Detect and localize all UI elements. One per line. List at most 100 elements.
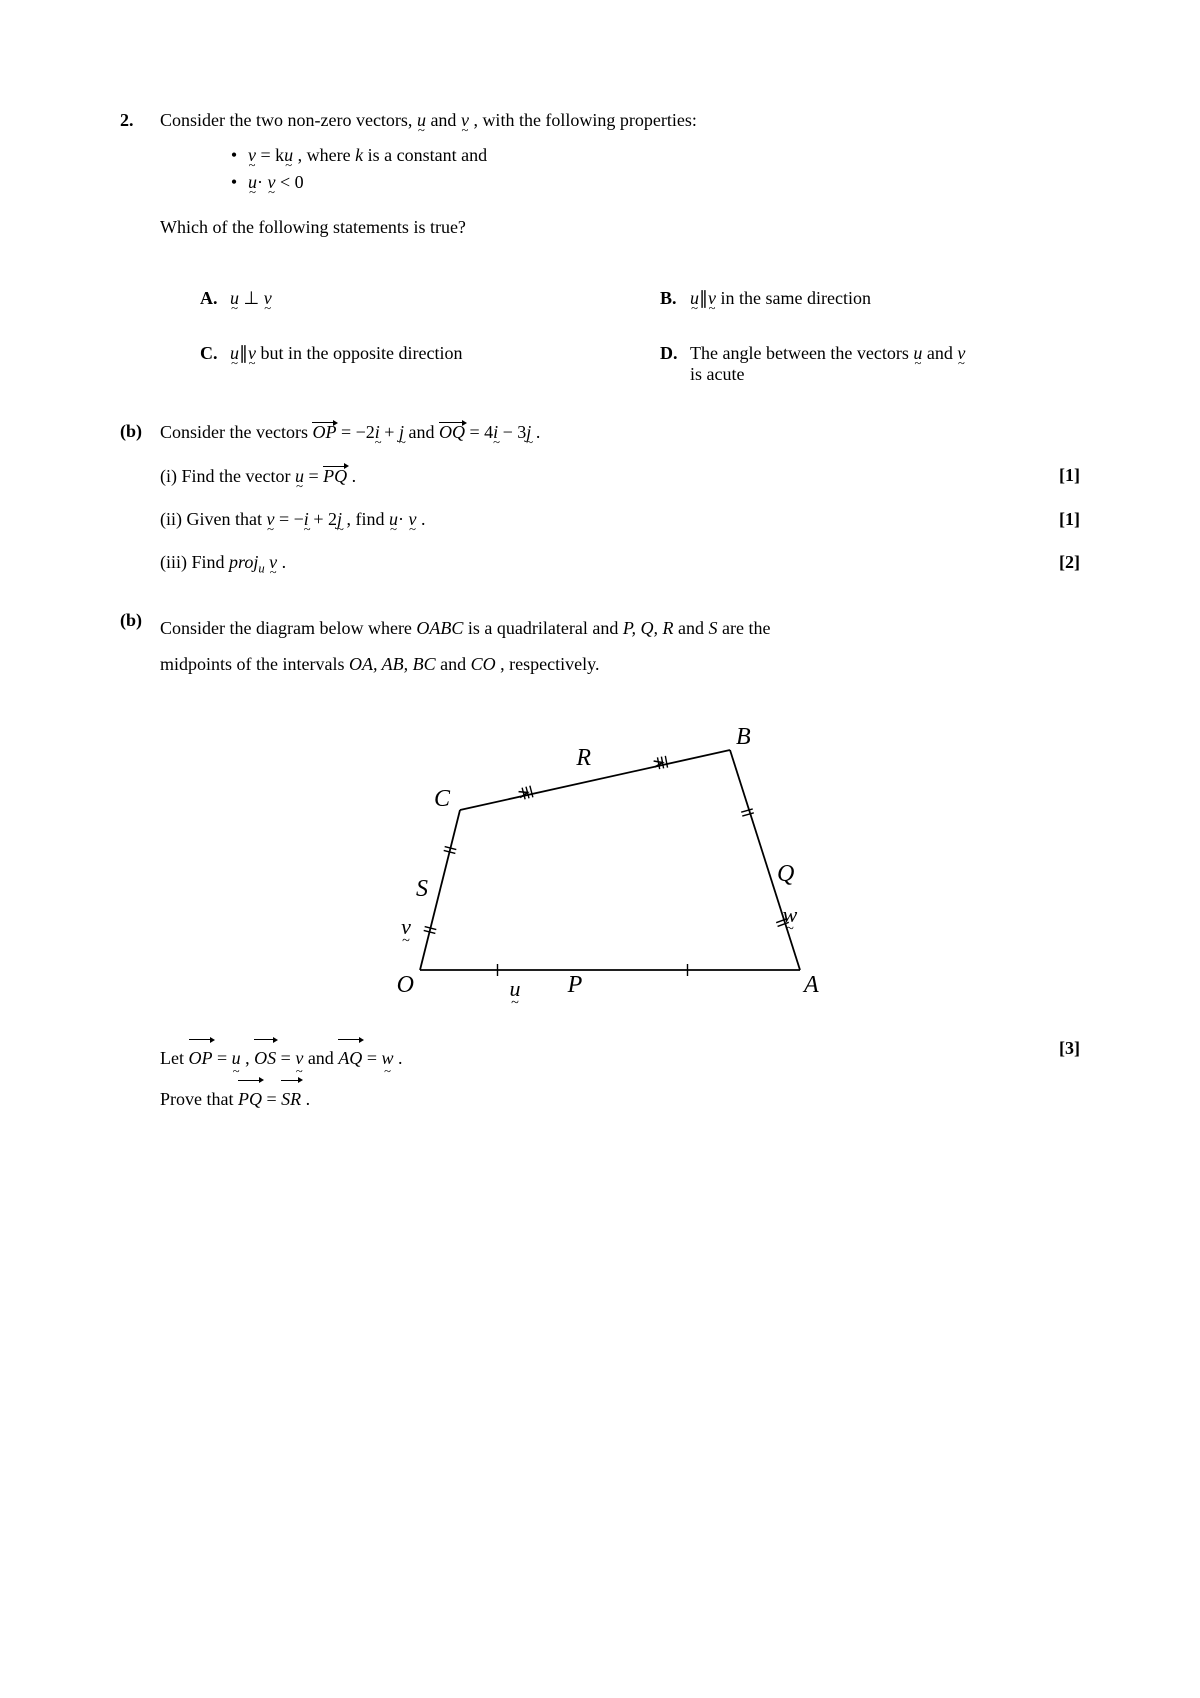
part-body: Consider the vectors OP = −2i + j and OQ… [160, 421, 1080, 576]
stem-text-c: , with the following properties: [473, 110, 696, 130]
text: and [922, 343, 957, 363]
text: is a constant and [368, 145, 487, 165]
text: . [536, 422, 541, 442]
text: = [281, 1048, 296, 1068]
vec-oq: OQ [439, 421, 465, 443]
sub-body: (i) Find the vector u = PQ . [160, 465, 1040, 487]
prompt: Which of the following statements is tru… [160, 217, 1080, 238]
vector-v: v [264, 288, 272, 309]
text: and [408, 422, 439, 442]
text: Given that [187, 509, 267, 529]
text: . [306, 1089, 311, 1109]
text: , respectively. [500, 654, 599, 674]
text: Consider the vectors [160, 422, 312, 442]
bullet-1-text: v = ku , where k is a constant and [248, 145, 487, 166]
vector-u: u [913, 343, 922, 364]
bullet-1: • v = ku , where k is a constant and [220, 145, 1080, 166]
option-text: u ⊥ v [230, 288, 620, 309]
svg-text:~: ~ [511, 995, 519, 1010]
var-k: k [355, 145, 363, 165]
text: = [367, 1048, 382, 1068]
text: = [308, 466, 323, 486]
part-b-vectors: (b) Consider the vectors OP = −2i + j an… [120, 421, 1080, 576]
text: . [398, 1048, 403, 1068]
svg-text:Q: Q [777, 861, 794, 887]
oabc: OABC [416, 618, 463, 638]
option-label: A. [200, 288, 230, 309]
vector-u: u [232, 1039, 241, 1079]
text: = k [261, 145, 285, 165]
text: midpoints of the intervals [160, 654, 349, 674]
marks: [2] [1040, 552, 1080, 573]
bullet-dot: • [220, 172, 248, 193]
option-d: D. The angle between the vectors u and v… [660, 343, 1080, 385]
unit-i: i [375, 422, 380, 443]
bullet-2-text: u· v < 0 [248, 172, 304, 193]
diagram-wrap: OPAQBRCSu~v~w~ [160, 700, 1080, 1010]
option-b: B. u∥v in the same direction [660, 288, 1080, 309]
question-number: 2. [120, 110, 160, 385]
option-label: C. [200, 343, 230, 385]
s: S [709, 618, 718, 638]
text: = − [279, 509, 304, 529]
text: Consider the diagram below where [160, 618, 416, 638]
text: . [421, 509, 426, 529]
vector-w: w [381, 1039, 393, 1079]
sub-iii: (iii) Find proju v . [2] [160, 552, 1080, 577]
vector-v: v [295, 1039, 303, 1079]
text: and [440, 654, 471, 674]
sub-label: (ii) [160, 509, 187, 529]
rel: ∥ [239, 343, 248, 363]
svg-text:P: P [567, 972, 583, 998]
vector-v: v [957, 343, 965, 364]
sub-label: (i) [160, 466, 182, 486]
sub-body: (ii) Given that v = −i + 2j , find u· v … [160, 509, 1040, 530]
final-block: Let OP = u , OS = v and AQ = w . Prove t… [160, 1038, 1080, 1119]
vec-pq: PQ [323, 465, 347, 487]
stem-text-b: and [430, 110, 461, 130]
rel: ∥ [699, 288, 708, 308]
text: = [267, 1089, 282, 1109]
option-text: The angle between the vectors u and v is… [690, 343, 1080, 385]
bullet-list: • v = ku , where k is a constant and • u… [160, 145, 1080, 193]
unit-j: j [337, 509, 342, 530]
unit-j: j [399, 422, 404, 443]
unit-i: i [493, 422, 498, 443]
text: , find [346, 509, 389, 529]
vector-v: v [269, 552, 277, 573]
svg-text:~: ~ [402, 933, 410, 949]
tail: in the same direction [716, 288, 871, 308]
final-text: Let OP = u , OS = v and AQ = w . Prove t… [160, 1038, 1040, 1119]
co: CO [471, 654, 496, 674]
option-text: u∥v but in the opposite direction [230, 343, 620, 385]
diagram: OPAQBRCSu~v~w~ [360, 700, 880, 1010]
vector-u: u [284, 145, 293, 166]
option-text: u∥v in the same direction [690, 288, 1080, 309]
svg-text:S: S [416, 876, 428, 902]
option-a: A. u ⊥ v [200, 288, 620, 309]
text: . [282, 552, 287, 572]
vec-pq: PQ [238, 1079, 262, 1119]
vector-u: u [389, 509, 398, 530]
vec-op: OP [189, 1038, 213, 1078]
svg-text:B: B [736, 724, 751, 750]
text: + 2 [313, 509, 337, 529]
vec-os: OS [254, 1038, 276, 1078]
sub-i: (i) Find the vector u = PQ . [1] [160, 465, 1080, 487]
vector-v: v [408, 509, 416, 530]
vector-v: v [248, 343, 256, 364]
stem-text-a: Consider the two non-zero vectors, [160, 110, 417, 130]
dot-op: · [257, 172, 268, 192]
text: and [308, 1048, 339, 1068]
svg-text:O: O [397, 972, 414, 998]
vector-v: v [461, 110, 469, 131]
part-b-diagram: (b) Consider the diagram below where OAB… [120, 610, 1080, 1119]
text: = [217, 1048, 232, 1068]
vector-u: u [417, 110, 426, 131]
question-stem: Consider the two non-zero vectors, u and… [160, 110, 1080, 385]
diagram-intro: Consider the diagram below where OABC is… [160, 610, 1080, 682]
marks: [1] [1040, 509, 1080, 530]
text: are the [722, 618, 770, 638]
text: − 3 [503, 422, 527, 442]
text: = −2 [341, 422, 375, 442]
